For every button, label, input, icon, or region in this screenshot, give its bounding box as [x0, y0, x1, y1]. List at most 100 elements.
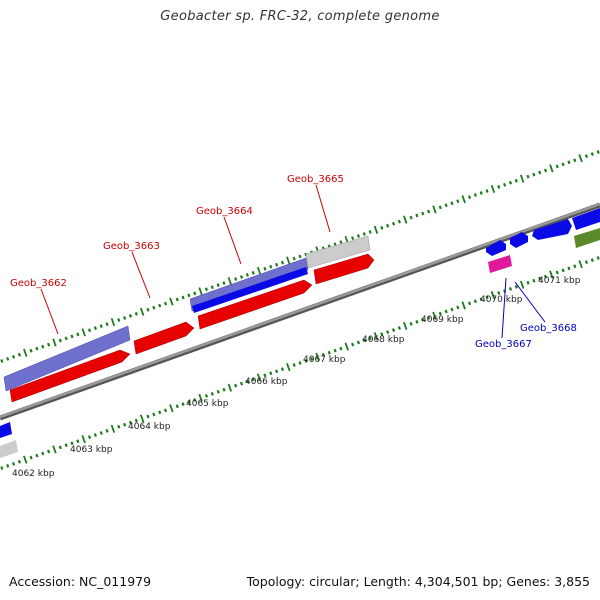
inner-tick-major: [403, 321, 408, 331]
map-title: Geobacter sp. FRC-32, complete genome: [160, 9, 440, 24]
outer-tick-major: [578, 154, 583, 163]
outer-tick-minor: [508, 180, 513, 185]
inner-tick-major: [169, 404, 174, 413]
topology-label: Topology: circular; Length: 4,304,501 bp…: [246, 574, 590, 589]
outer-tick-minor: [204, 287, 209, 292]
outer-tick-minor: [11, 354, 16, 359]
inner-tick-minor: [386, 330, 390, 335]
inner-tick-minor: [58, 445, 62, 450]
inner-tick-minor: [310, 357, 314, 361]
outer-tick-minor: [380, 225, 384, 230]
inner-tick-minor: [87, 435, 92, 439]
inner-tick-minor: [93, 433, 97, 437]
tick-label-4071: 4071 kbp: [538, 276, 581, 286]
outer-tick-minor: [590, 152, 594, 156]
cds-red-4[interactable]: [313, 253, 375, 285]
outer-tick-minor: [485, 189, 489, 193]
inner-tick-minor: [473, 299, 477, 304]
outer-tick-minor: [421, 211, 425, 216]
gene-label-geob-3667[interactable]: Geob_3667: [475, 339, 532, 350]
outer-tick-minor: [70, 334, 74, 339]
inner-tick-major: [432, 311, 437, 320]
outer-tick-minor: [356, 234, 361, 238]
inner-tick-major: [519, 280, 525, 289]
inner-tick-minor: [380, 332, 384, 337]
outer-tick-major: [52, 338, 57, 347]
outer-tick-minor: [444, 203, 448, 208]
outer-tick-major: [198, 287, 203, 296]
outer-tick-minor: [210, 285, 214, 290]
inner-tick-major: [256, 373, 262, 382]
outer-tick-minor: [438, 205, 442, 210]
outer-tick-major: [549, 164, 554, 173]
inner-tick-minor: [245, 379, 249, 384]
inner-tick-minor: [146, 414, 150, 419]
gene-label-geob-3663[interactable]: Geob_3663: [103, 241, 160, 252]
cds-blue-4[interactable]: [532, 219, 572, 240]
inner-tick-minor: [427, 315, 431, 320]
cds-blue-5[interactable]: [572, 208, 600, 230]
outer-tick-minor: [117, 318, 121, 322]
outer-tick-minor: [222, 281, 226, 285]
inner-tick-minor: [41, 451, 45, 456]
cds-red-2[interactable]: [133, 321, 195, 355]
cds-blue-1[interactable]: [192, 267, 308, 313]
cds-red-3[interactable]: [197, 279, 313, 330]
cds-purple-1[interactable]: [3, 325, 131, 392]
inner-tick-minor: [444, 309, 448, 314]
gene-label-geob-3662[interactable]: Geob_3662: [10, 278, 67, 289]
cds-green-1[interactable]: [574, 228, 600, 248]
gene-label-geob-3665[interactable]: Geob_3665: [287, 174, 344, 185]
inner-tick-major: [198, 393, 203, 403]
inner-tick-minor: [339, 346, 343, 351]
tick-label-4066: 4066 kbp: [245, 377, 288, 387]
tick-label-4067: 4067 kbp: [303, 355, 346, 365]
cds-gray-1[interactable]: [305, 235, 371, 269]
outer-tick-minor: [456, 199, 460, 204]
inner-tick-minor: [421, 317, 425, 322]
outer-tick-minor: [29, 348, 33, 353]
outer-tick-minor: [351, 236, 355, 240]
inner-tick-major: [461, 301, 466, 310]
inner-tick-minor: [181, 402, 185, 407]
gene-label-geob-3664[interactable]: Geob_3664: [196, 206, 253, 217]
cds-blue-3[interactable]: [510, 232, 528, 248]
tick-label-4070: 4070 kbp: [480, 295, 523, 305]
cds-magenta-1[interactable]: [488, 255, 512, 273]
outer-tick-minor: [450, 201, 454, 206]
inner-tick-minor: [479, 297, 483, 302]
outer-tick-minor: [216, 283, 220, 288]
outer-tick-minor: [298, 254, 302, 259]
inner-tick-minor: [391, 328, 396, 332]
outer-tick-minor: [193, 291, 197, 296]
outer-tick-major: [461, 195, 466, 204]
outer-tick-minor: [526, 174, 530, 179]
inner-tick-minor: [561, 268, 565, 273]
cds-red-1[interactable]: [9, 349, 131, 403]
outer-tick-minor: [573, 158, 577, 163]
inner-tick-minor: [47, 449, 51, 454]
outer-tick-minor: [163, 301, 168, 306]
tick-label-4063: 4063 kbp: [70, 445, 113, 455]
gene-features: [0, 208, 600, 458]
inner-tick-minor: [584, 260, 589, 265]
gene-label-geob-3668[interactable]: Geob_3668: [520, 323, 577, 334]
outer-tick-major: [490, 184, 496, 193]
inner-tick-minor: [555, 270, 559, 275]
inner-tick-minor: [467, 301, 472, 306]
inner-tick-minor: [450, 307, 454, 312]
tick-label-4064: 4064 kbp: [128, 422, 171, 432]
inner-tick-minor: [397, 326, 401, 330]
inner-tick-minor: [269, 371, 273, 376]
outer-tick-major: [432, 205, 437, 214]
cds-gray-2[interactable]: [0, 440, 18, 458]
inner-tick-major: [23, 455, 28, 464]
inner-tick-minor: [175, 404, 179, 409]
outer-tick-minor: [47, 342, 51, 347]
cds-blue-6[interactable]: [0, 422, 12, 438]
cds-blue-2[interactable]: [486, 240, 506, 256]
outer-tick-minor: [467, 195, 472, 199]
inner-tick-minor: [596, 256, 600, 260]
outer-tick-major: [256, 266, 262, 275]
outer-tick-major: [286, 256, 291, 265]
